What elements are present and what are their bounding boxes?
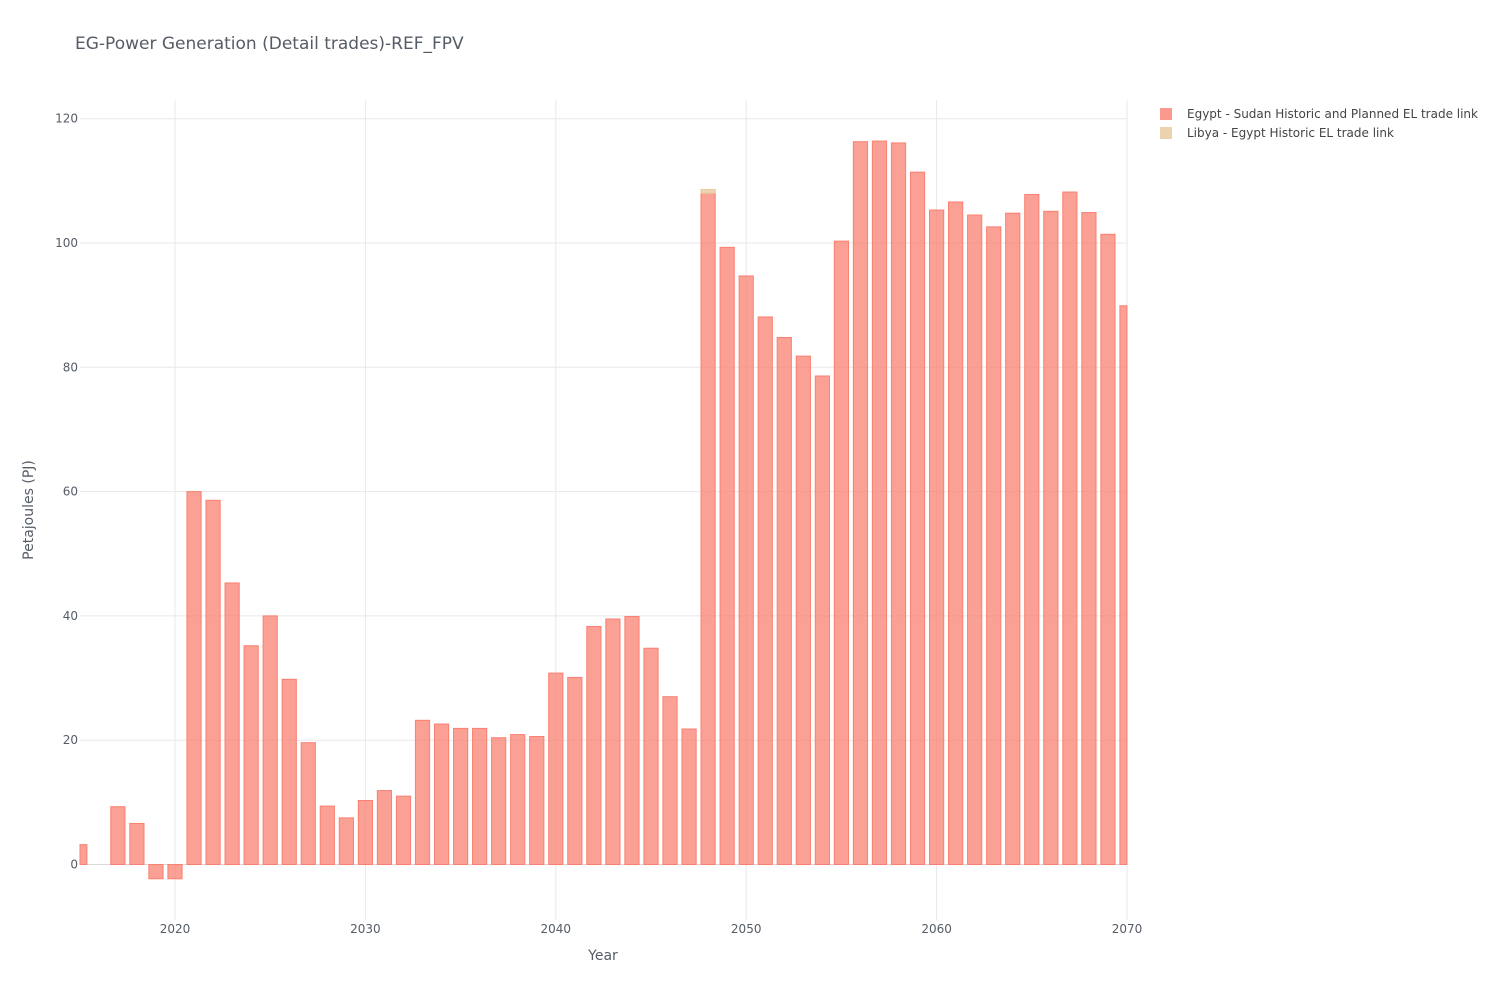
bar-2066-series-0[interactable]: 105.1 <box>1043 210 1059 865</box>
bar-2051-series-0[interactable]: 88.1 <box>757 316 773 865</box>
bar-2042-series-0[interactable]: 38.3 <box>586 625 602 866</box>
legend-label: Egypt - Sudan Historic and Planned EL tr… <box>1187 106 1478 121</box>
bars: 3.29.36.6-2.3-2.36058.645.335.24029.819.… <box>79 140 1128 880</box>
y-tick-label: 40 <box>63 609 78 623</box>
bar-2065-series-0[interactable]: 107.8 <box>1024 194 1040 865</box>
y-tick-label: 0 <box>70 858 78 872</box>
legend-swatch <box>1160 126 1172 139</box>
bar-2038-series-0[interactable]: 20.9 <box>510 734 526 865</box>
bar-2033-series-0[interactable]: 23.2 <box>414 719 431 866</box>
x-tick-label: 2060 <box>921 922 952 936</box>
legend-item-1[interactable]: Libya - Egypt Historic EL trade link <box>1160 123 1478 142</box>
y-tick-label: 120 <box>55 112 78 126</box>
chart-title: EG-Power Generation (Detail trades)-REF_… <box>75 34 464 54</box>
bar-2027-series-0[interactable]: 19.6 <box>300 742 316 865</box>
bar-2064-series-0[interactable]: 104.8 <box>1005 212 1021 865</box>
bar-2035-series-0[interactable]: 21.9 <box>453 727 469 865</box>
y-axis-title: Petajoules (PJ) <box>21 460 37 560</box>
legend: Egypt - Sudan Historic and Planned EL tr… <box>1160 104 1478 142</box>
x-tick-label: 2020 <box>160 922 191 936</box>
bar-2053-series-0[interactable]: 81.8 <box>795 355 811 865</box>
bar-2068-series-0[interactable]: 104.9 <box>1081 212 1097 865</box>
bar-2037-series-0[interactable]: 20.4 <box>491 737 507 865</box>
x-tick-label: 2040 <box>541 922 572 936</box>
x-tick-label: 2050 <box>731 922 762 936</box>
bar-2047-series-0[interactable]: 21.8 <box>681 728 697 865</box>
legend-item-0[interactable]: Egypt - Sudan Historic and Planned EL tr… <box>1160 104 1478 123</box>
bar-2070-series-0[interactable]: 89.9 <box>1119 305 1128 866</box>
bar-2057-series-0[interactable]: 116.4 <box>871 140 888 866</box>
bar-2063-series-0[interactable]: 102.6 <box>986 226 1002 865</box>
bar-2028-series-0[interactable]: 9.4 <box>319 805 335 865</box>
bar-2044-series-0[interactable]: 39.9 <box>624 616 640 865</box>
bar-2039-series-0[interactable]: 20.6 <box>529 735 545 866</box>
bar-2045-series-0[interactable]: 34.8 <box>643 647 659 866</box>
bar-2036-series-0[interactable]: 21.9 <box>472 727 488 865</box>
bar-2024-series-0[interactable]: 35.2 <box>243 645 259 865</box>
y-tick-label: 60 <box>63 485 78 499</box>
bar-2056-series-0[interactable]: 116.3 <box>852 141 869 865</box>
bar-2048-series-0[interactable]: 108 <box>700 192 716 865</box>
bar-2030-series-0[interactable]: 10.3 <box>357 799 373 865</box>
bar-2046-series-0[interactable]: 27 <box>662 696 678 865</box>
bar-2019-series-0[interactable]: -2.3 <box>148 864 164 880</box>
bar-2015-series-0[interactable]: 3.2 <box>79 844 88 865</box>
y-tick-label: 20 <box>63 733 78 747</box>
legend-label: Libya - Egypt Historic EL trade link <box>1187 125 1394 140</box>
bar-2041-series-0[interactable]: 30.1 <box>567 676 583 866</box>
bar-2025-series-0[interactable]: 40 <box>262 615 278 866</box>
bar-2034-series-0[interactable]: 22.6 <box>433 723 450 866</box>
legend-swatch <box>1160 107 1172 120</box>
bar-2031-series-0[interactable]: 11.9 <box>376 790 393 865</box>
x-tick-label: 2070 <box>1112 922 1143 936</box>
bar-2069-series-0[interactable]: 101.4 <box>1100 233 1116 865</box>
bar-2061-series-0[interactable]: 106.6 <box>948 201 964 865</box>
bar-2029-series-0[interactable]: 7.5 <box>338 817 354 866</box>
bar-2023-series-0[interactable]: 45.3 <box>224 582 240 865</box>
x-tick-label: 2030 <box>350 922 381 936</box>
x-axis-title: Year <box>587 948 618 964</box>
bar-2026-series-0[interactable]: 29.8 <box>281 678 297 866</box>
bar-2055-series-0[interactable]: 100.3 <box>833 240 849 865</box>
y-tick-label: 100 <box>55 236 78 250</box>
bar-2067-series-0[interactable]: 108.2 <box>1062 191 1078 866</box>
bar-2020-series-0[interactable]: -2.3 <box>167 864 183 880</box>
bar-2040-series-0[interactable]: 30.8 <box>548 672 564 865</box>
bar-2052-series-0[interactable]: 84.8 <box>776 336 792 865</box>
bar-2021-series-0[interactable]: 60 <box>186 491 202 865</box>
bar-2018-series-0[interactable]: 6.6 <box>129 822 145 866</box>
bar-2043-series-0[interactable]: 39.5 <box>605 618 621 865</box>
bar-2060-series-0[interactable]: 105.3 <box>929 209 945 866</box>
bar-2017-series-0[interactable]: 9.3 <box>110 806 126 865</box>
bar-2032-series-0[interactable]: 11 <box>395 795 412 866</box>
bar-2049-series-0[interactable]: 99.3 <box>719 246 735 865</box>
bar-2054-series-0[interactable]: 78.6 <box>814 375 830 865</box>
bar-2048-series-1[interactable]: 0.6 <box>700 189 716 194</box>
bar-2059-series-0[interactable]: 111.4 <box>909 171 926 866</box>
y-tick-label: 80 <box>63 360 78 374</box>
bar-2022-series-0[interactable]: 58.6 <box>205 499 221 865</box>
bar-2050-series-0[interactable]: 94.7 <box>738 275 754 865</box>
bar-2062-series-0[interactable]: 104.5 <box>967 214 983 866</box>
bar-2058-series-0[interactable]: 116.1 <box>890 142 907 866</box>
